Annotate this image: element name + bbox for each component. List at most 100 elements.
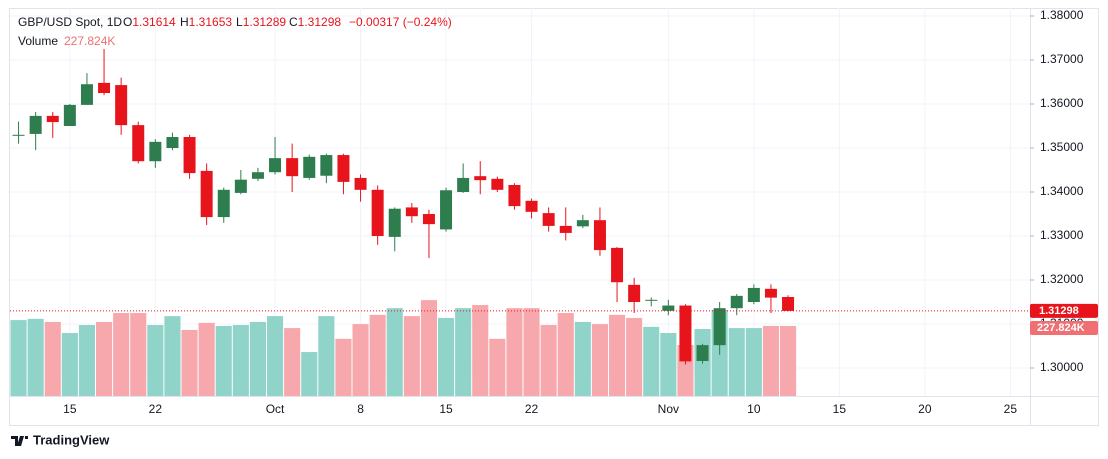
candle-body — [234, 179, 247, 193]
candle-body — [508, 184, 521, 207]
volume-bar — [147, 325, 164, 396]
x-tick-label: 22 — [149, 402, 163, 416]
volume-bar — [438, 317, 455, 396]
volume-bar — [506, 308, 523, 396]
volume-bar — [318, 316, 335, 396]
volume-bar — [27, 318, 44, 396]
volume-bar — [643, 326, 660, 396]
candle-body — [217, 189, 230, 218]
y-tick-label: 1.34000 — [1040, 184, 1084, 198]
ohlc-letter: C — [289, 15, 298, 29]
candle-body — [713, 308, 726, 346]
candle-body — [286, 158, 299, 177]
volume-bar — [660, 333, 677, 396]
y-tick-label: 1.38000 — [1040, 8, 1084, 22]
candle-body — [149, 141, 162, 162]
ohlc-letter: O — [123, 15, 132, 29]
volume-bar — [44, 321, 61, 396]
candle-body — [542, 213, 555, 226]
volume-bar — [78, 325, 95, 396]
candle-body — [98, 82, 111, 94]
candle-body — [440, 190, 453, 230]
volume-bar — [369, 314, 386, 396]
x-tick-label: 10 — [747, 402, 761, 416]
x-tick-label: 15 — [833, 402, 847, 416]
y-tick-label: 1.35000 — [1040, 140, 1084, 154]
volume-bar — [745, 328, 762, 396]
volume-bar — [591, 324, 608, 396]
volume-bar — [420, 300, 437, 396]
x-tick-label: 8 — [357, 402, 364, 416]
volume-bar — [61, 333, 78, 396]
candle-body — [662, 305, 675, 311]
volume-bar — [113, 313, 130, 396]
volume-bar — [762, 325, 779, 396]
candle-body — [628, 284, 641, 303]
volume-bar — [284, 328, 301, 396]
candle-body — [730, 295, 743, 309]
candle-body — [29, 115, 42, 134]
volume-bar — [609, 314, 626, 396]
candle-body — [525, 200, 538, 212]
legend-header: GBP/USD Spot, 1DO1.31614 H1.31653 L1.31289… — [18, 15, 452, 29]
candle-body — [764, 288, 777, 298]
candle-body — [337, 155, 350, 182]
logo: TradingView — [11, 432, 110, 447]
candle-body — [354, 177, 367, 190]
volume-bar — [10, 320, 27, 396]
y-tick-label: 1.30000 — [1040, 360, 1084, 374]
volume-bar — [626, 317, 643, 396]
candle-body — [576, 220, 589, 227]
candle-body — [251, 172, 264, 179]
ohlc-value: 1.31298 — [298, 15, 342, 29]
x-tick-label: 20 — [918, 402, 932, 416]
volume-bar — [181, 329, 198, 396]
volume-tag — [1030, 320, 1098, 335]
volume-title: Volume — [18, 34, 58, 48]
candle-body — [303, 156, 316, 178]
candle-body — [611, 247, 624, 283]
candle-body — [371, 189, 384, 237]
volume-bar — [540, 325, 557, 396]
volume-bar — [301, 352, 318, 396]
y-tick-label: 1.37000 — [1040, 52, 1084, 66]
volume-bar — [472, 305, 489, 396]
ohlc-letter: L — [236, 15, 243, 29]
candle-body — [80, 84, 93, 105]
ohlc-value: 1.31653 — [189, 15, 233, 29]
candle-body — [559, 225, 572, 233]
candle-body — [320, 155, 333, 176]
candle-body — [115, 85, 128, 126]
y-tick-label: 1.33000 — [1040, 228, 1084, 242]
candle-body — [422, 214, 435, 225]
volume-bar — [728, 328, 745, 396]
y-tick-label: 1.36000 — [1040, 96, 1084, 110]
candle-body — [474, 176, 487, 181]
volume-bar — [198, 322, 215, 396]
ohlc-letter: H — [180, 15, 189, 29]
volume-value: 227.824K — [64, 34, 115, 48]
volume-bar — [574, 321, 591, 396]
volume-bar — [403, 316, 420, 396]
volume-bar — [780, 325, 797, 396]
brand-name: TradingView — [33, 432, 110, 447]
candle-body — [593, 220, 606, 251]
x-tick-label: 15 — [439, 402, 453, 416]
candle-body — [457, 177, 470, 193]
volume-tag-label: 227.824K — [1037, 322, 1085, 334]
candle-body — [696, 345, 709, 361]
volume-bar — [386, 308, 403, 396]
volume-bar — [215, 325, 232, 396]
x-tick-label: 15 — [63, 402, 77, 416]
symbol-title: GBP/USD Spot, 1D — [18, 15, 122, 29]
volume-bar — [489, 338, 506, 396]
last-price-tag — [1030, 303, 1098, 318]
volume-bar — [130, 313, 147, 396]
candle-body — [166, 137, 179, 149]
volume-bar — [352, 324, 369, 396]
candle-body — [747, 287, 760, 303]
x-tick-label: Oct — [266, 402, 285, 416]
x-tick-label: 25 — [1004, 402, 1018, 416]
x-tick-label: Nov — [658, 402, 679, 416]
